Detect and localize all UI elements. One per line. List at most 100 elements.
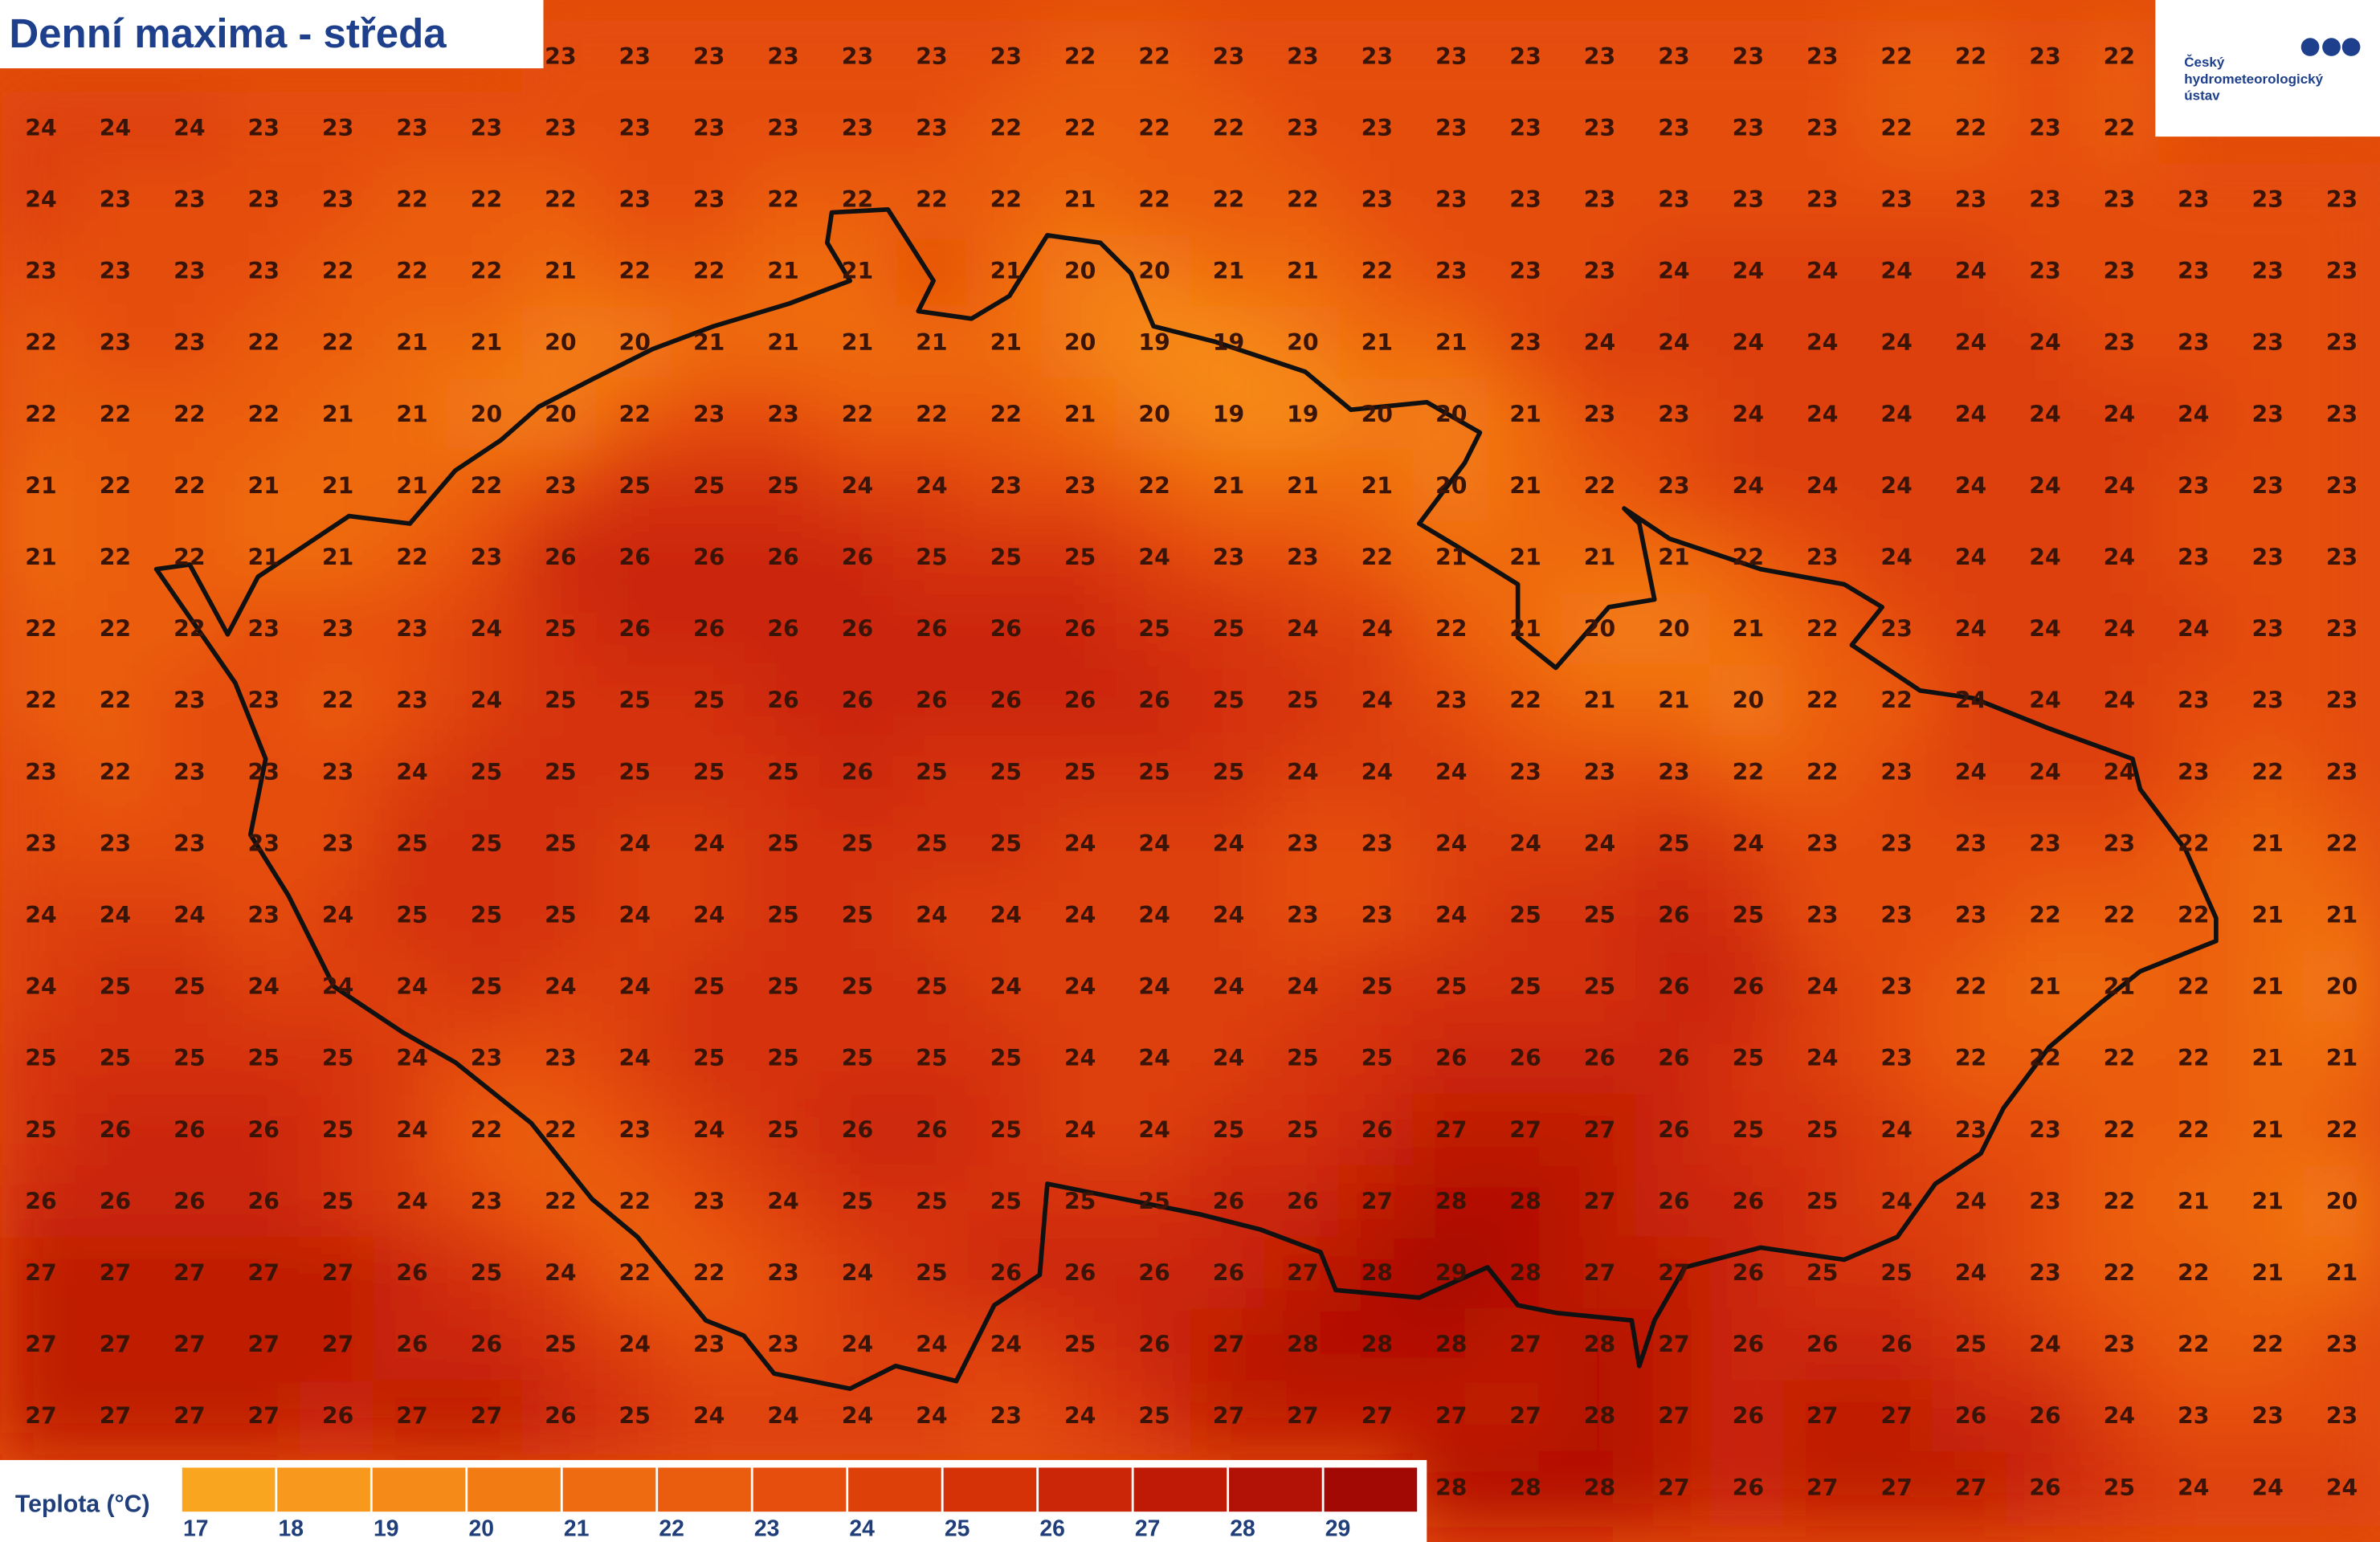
heat-cell (1412, 1165, 1490, 1240)
heat-cell (76, 1022, 154, 1097)
legend: 17 18 19 20 21 22 23 24 25 26 27 28 29 (182, 1467, 1418, 1541)
temperature-label: 27 (100, 1260, 131, 1287)
heat-cell (744, 20, 823, 96)
temperature-label: 26 (1138, 687, 1170, 714)
legend-swatch (753, 1467, 847, 1512)
temperature-label: 22 (990, 186, 1022, 213)
temperature-label: 27 (100, 1403, 131, 1430)
temperature-label: 21 (1213, 472, 1244, 499)
heat-cell (892, 664, 970, 740)
heat-cell (2080, 1237, 2158, 1312)
temperature-label: 25 (767, 973, 798, 1000)
heat-cell (2, 163, 80, 239)
temperature-label: 22 (2178, 830, 2209, 857)
temperature-label: 24 (471, 687, 502, 714)
temperature-label: 23 (1361, 902, 1393, 928)
heat-cell (373, 664, 451, 740)
temperature-label: 24 (1955, 687, 1986, 714)
heat-cell (2080, 879, 2158, 954)
temperature-label: 23 (396, 687, 427, 714)
heat-cell (892, 163, 970, 239)
temperature-label: 26 (693, 545, 725, 571)
heat-cell (967, 950, 1045, 1026)
heat-cell (1041, 593, 1119, 668)
temperature-label: 21 (1509, 401, 1541, 427)
temperature-label: 26 (1435, 1045, 1467, 1071)
temperature-label: 23 (1064, 472, 1096, 499)
temperature-label: 26 (1213, 1260, 1244, 1287)
temperature-label: 23 (2178, 186, 2209, 213)
temperature-label: 21 (842, 329, 873, 356)
temperature-label: 27 (1658, 1403, 1689, 1430)
heat-cell (2229, 879, 2307, 954)
temperature-label: 22 (1880, 43, 1912, 70)
temperature-label: 22 (1955, 43, 1986, 70)
temperature-label: 23 (767, 1260, 798, 1287)
temperature-label: 24 (1880, 1116, 1912, 1143)
heat-cell (2006, 1451, 2084, 1527)
temperature-label: 28 (1584, 1332, 1615, 1358)
heat-cell (892, 20, 970, 96)
temperature-label: 25 (619, 687, 651, 714)
temperature-label: 25 (100, 1045, 131, 1071)
logo-text: hydrometeorologický (2184, 71, 2323, 87)
temperature-label: 23 (1584, 258, 1615, 284)
temperature-label: 23 (248, 115, 280, 141)
heat-cell (447, 664, 525, 740)
temperature-label: 24 (1955, 258, 1986, 284)
heat-cell (1932, 1022, 2010, 1097)
temperature-label: 22 (842, 186, 873, 213)
temperature-label: 23 (2029, 258, 2060, 284)
temperature-label: 24 (25, 186, 56, 213)
temperature-label: 22 (173, 616, 205, 642)
legend-label: 22 (659, 1515, 684, 1541)
heat-cell (1412, 235, 1490, 310)
heat-cell (1263, 235, 1341, 310)
heat-cell (2080, 1093, 2158, 1169)
temperature-label: 25 (1658, 830, 1689, 857)
heat-cell (1561, 92, 1639, 167)
heat-cell (1487, 1022, 1565, 1097)
heat-cell (1263, 1380, 1341, 1455)
temperature-label: 26 (396, 1332, 427, 1358)
heat-cell (892, 1022, 970, 1097)
temperature-label: 21 (1658, 545, 1689, 571)
temperature-label: 23 (1287, 43, 1318, 70)
legend-swatch (1133, 1467, 1227, 1512)
temperature-label: 28 (1509, 1475, 1541, 1501)
temperature-label: 25 (1064, 1332, 1096, 1358)
temperature-label: 23 (2326, 1332, 2358, 1358)
heat-cell (2, 92, 80, 167)
temperature-label: 23 (2178, 472, 2209, 499)
heat-cell (596, 449, 674, 524)
heat-cell (1635, 736, 1713, 811)
legend-swatch (848, 1467, 941, 1512)
heat-cell (744, 1022, 823, 1097)
temperature-label: 23 (2178, 759, 2209, 785)
heat-cell (1338, 1380, 1416, 1455)
heat-cell (967, 1165, 1045, 1240)
temperature-label: 20 (1584, 616, 1615, 642)
heat-cell (1412, 1093, 1490, 1169)
temperature-label: 25 (693, 472, 725, 499)
heat-cell (150, 879, 228, 954)
heat-cell (670, 449, 748, 524)
temperature-label: 26 (990, 1260, 1022, 1287)
legend-swatch (1039, 1467, 1132, 1512)
heat-cell (967, 163, 1045, 239)
temperature-label: 23 (1880, 616, 1912, 642)
heat-cell (1783, 950, 1861, 1026)
heat-cell (2080, 92, 2158, 167)
heat-cell (670, 377, 748, 453)
heat-cell (2303, 1451, 2380, 1527)
temperature-label: 24 (471, 616, 502, 642)
heat-cell (1116, 521, 1194, 596)
temperature-label: 25 (693, 1045, 725, 1071)
temperature-label: 25 (693, 973, 725, 1000)
heat-cell (1116, 593, 1194, 668)
temperature-label: 24 (1064, 1116, 1096, 1143)
temperature-label: 21 (1435, 329, 1467, 356)
temperature-label: 24 (2104, 759, 2135, 785)
temperature-label: 23 (619, 186, 651, 213)
heat-cell (1190, 1237, 1268, 1312)
